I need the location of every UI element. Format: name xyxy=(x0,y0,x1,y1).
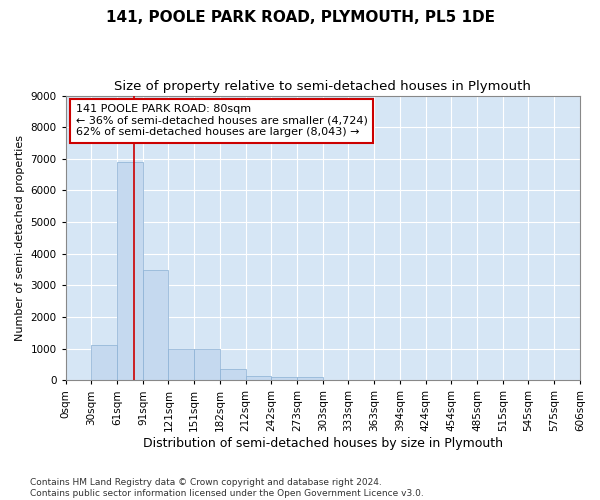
Text: 141, POOLE PARK ROAD, PLYMOUTH, PL5 1DE: 141, POOLE PARK ROAD, PLYMOUTH, PL5 1DE xyxy=(106,10,494,25)
Text: Contains HM Land Registry data © Crown copyright and database right 2024.
Contai: Contains HM Land Registry data © Crown c… xyxy=(30,478,424,498)
Bar xyxy=(271,377,298,380)
Bar xyxy=(194,348,220,380)
Bar xyxy=(118,162,143,380)
X-axis label: Distribution of semi-detached houses by size in Plymouth: Distribution of semi-detached houses by … xyxy=(143,437,503,450)
Title: Size of property relative to semi-detached houses in Plymouth: Size of property relative to semi-detach… xyxy=(115,80,531,93)
Bar xyxy=(245,376,271,380)
Bar xyxy=(143,270,169,380)
Bar xyxy=(220,369,245,380)
Bar xyxy=(91,346,118,380)
Y-axis label: Number of semi-detached properties: Number of semi-detached properties xyxy=(15,135,25,341)
Text: 141 POOLE PARK ROAD: 80sqm
← 36% of semi-detached houses are smaller (4,724)
62%: 141 POOLE PARK ROAD: 80sqm ← 36% of semi… xyxy=(76,104,368,138)
Bar xyxy=(169,348,194,380)
Bar xyxy=(298,377,323,380)
